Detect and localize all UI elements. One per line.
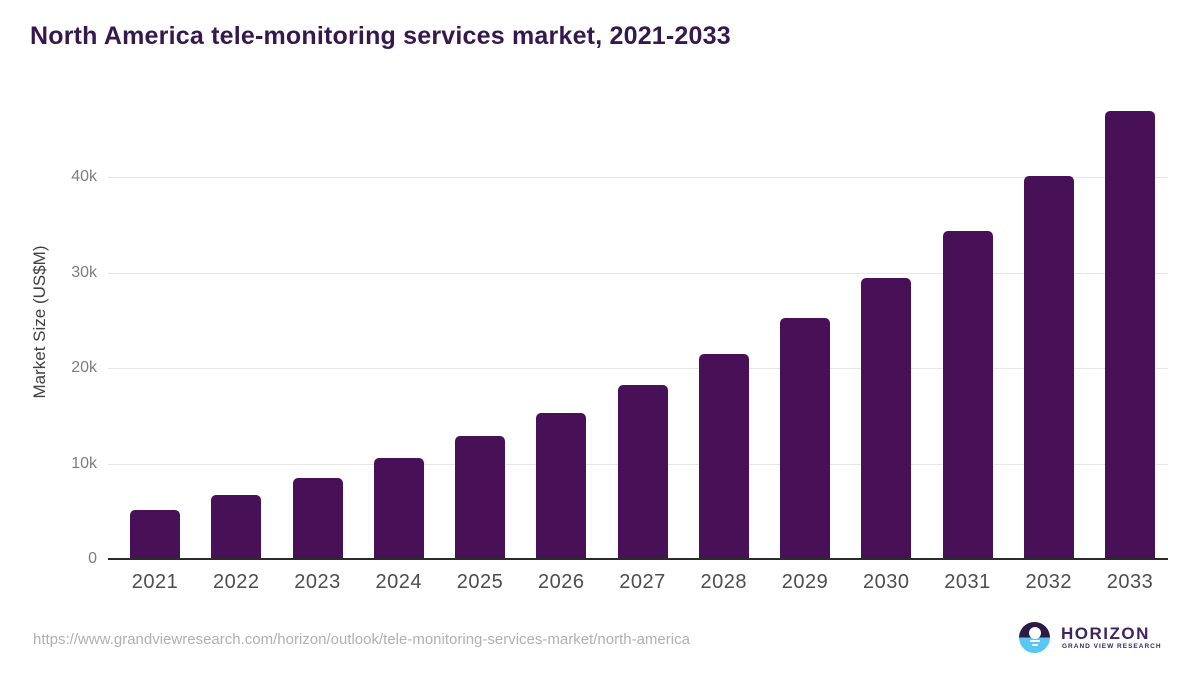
horizon-logo: HORIZON GRAND VIEW RESEARCH (1019, 622, 1169, 662)
xtick-label-2024: 2024 (375, 571, 423, 593)
ytick-label-0: 0 (88, 550, 97, 567)
bar-2029 (780, 318, 830, 559)
bar-2033 (1105, 111, 1155, 559)
logo-subbrand-text: GRAND VIEW RESEARCH (1062, 642, 1162, 650)
bar-2022 (211, 495, 262, 559)
gridline-30k (108, 272, 1168, 274)
xtick-label-2028: 2028 (700, 571, 748, 593)
x-axis-line (108, 558, 1168, 560)
reflection-dash-icon (1029, 640, 1040, 642)
bar-2021 (130, 510, 180, 559)
logo-brand-text: HORIZON (1061, 624, 1150, 643)
xtick-label-2021: 2021 (131, 571, 179, 593)
bar-2025 (455, 435, 505, 559)
bar-2024 (373, 457, 424, 559)
xtick-label-2033: 2033 (1106, 571, 1154, 593)
horizon-logo-icon (1019, 622, 1050, 653)
xtick-label-2029: 2029 (781, 571, 829, 593)
ytick-label-40k: 40k (71, 168, 97, 185)
chart-title: North America tele-monitoring services m… (30, 22, 731, 50)
xtick-label-2030: 2030 (863, 571, 910, 593)
bar-2023 (292, 477, 343, 559)
gridline-20k (108, 368, 1168, 369)
bar-2032 (1023, 176, 1074, 559)
ytick-label-30k: 30k (71, 263, 97, 281)
xtick-label-2022: 2022 (213, 571, 260, 593)
source-url: https://www.grandviewresearch.com/horizo… (33, 631, 690, 648)
xtick-label-2025: 2025 (456, 571, 504, 593)
bar-2031 (942, 231, 993, 559)
bar-2030 (861, 278, 912, 559)
ytick-label-10k: 10k (71, 454, 97, 472)
bar-2026 (536, 412, 587, 559)
ytick-label-20k: 20k (71, 359, 97, 376)
sun-icon (1028, 626, 1041, 639)
gridline-40k (108, 177, 1168, 178)
xtick-label-2031: 2031 (944, 571, 991, 593)
xtick-label-2023: 2023 (294, 571, 341, 593)
xtick-label-2032: 2032 (1025, 571, 1073, 593)
reflection-dash-icon (1031, 643, 1038, 646)
bar-2028 (698, 353, 749, 559)
bar-2027 (617, 385, 668, 559)
xtick-label-2026: 2026 (538, 571, 585, 593)
xtick-label-2027: 2027 (619, 571, 666, 593)
